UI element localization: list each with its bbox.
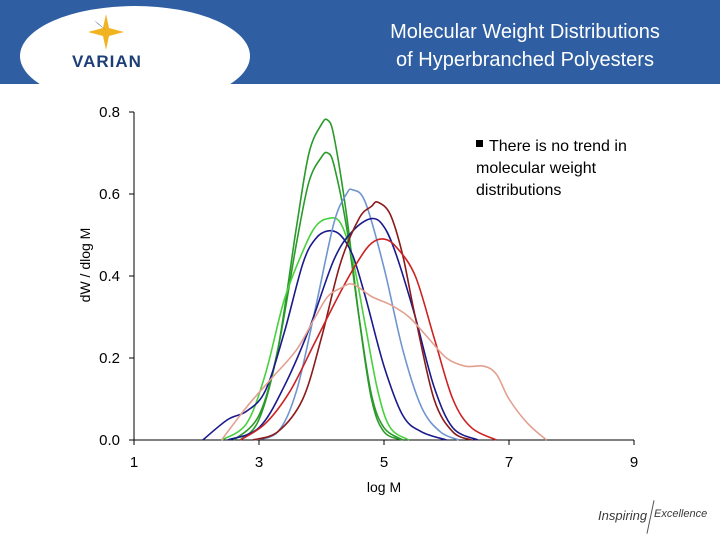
series-line-light-green	[221, 216, 410, 441]
series-line-light-blue	[252, 188, 460, 441]
note-text: There is no trend in molecular weight di…	[476, 138, 627, 199]
title-line-2: of Hyperbranched Polyesters	[396, 49, 654, 71]
logo-text: VARIAN	[72, 52, 142, 71]
series-line-green	[233, 151, 404, 441]
series-line-navy	[227, 217, 479, 441]
y-tick-label: 0.8	[99, 104, 120, 121]
x-tick-label: 5	[380, 454, 388, 471]
page-title: Molecular Weight Distributions of Hyperb…	[340, 18, 710, 74]
y-tick-label: 0.2	[99, 350, 120, 367]
x-axis-title: log M	[367, 479, 401, 495]
note-bullet: There is no trend in molecular weight di…	[476, 136, 666, 202]
x-tick-label: 1	[130, 454, 138, 471]
series-line-salmon	[220, 283, 548, 441]
chart-ticks: 0.0 0.2 0.4 0.6 0.8 1 3 5 7 9	[99, 104, 638, 471]
y-tick-label: 0.4	[99, 268, 120, 285]
footer-tagline-excellence: Excellence	[654, 508, 708, 520]
varian-star-icon	[88, 14, 124, 50]
y-axis-title: dW / dlog M	[77, 228, 93, 303]
footer-tagline-inspiring: Inspiring	[598, 508, 648, 523]
series-line-dark-red	[252, 201, 472, 441]
logo-background	[20, 6, 250, 106]
x-tick-label: 9	[630, 454, 638, 471]
y-tick-label: 0.0	[99, 432, 120, 449]
series-line-dark-blue	[202, 229, 447, 441]
bullet-square-icon	[476, 140, 483, 148]
series-line-red	[239, 238, 497, 441]
x-tick-label: 7	[505, 454, 513, 471]
title-line-1: Molecular Weight Distributions	[390, 21, 660, 43]
y-tick-label: 0.6	[99, 186, 120, 203]
chart-series	[202, 118, 548, 441]
x-tick-label: 3	[255, 454, 263, 471]
